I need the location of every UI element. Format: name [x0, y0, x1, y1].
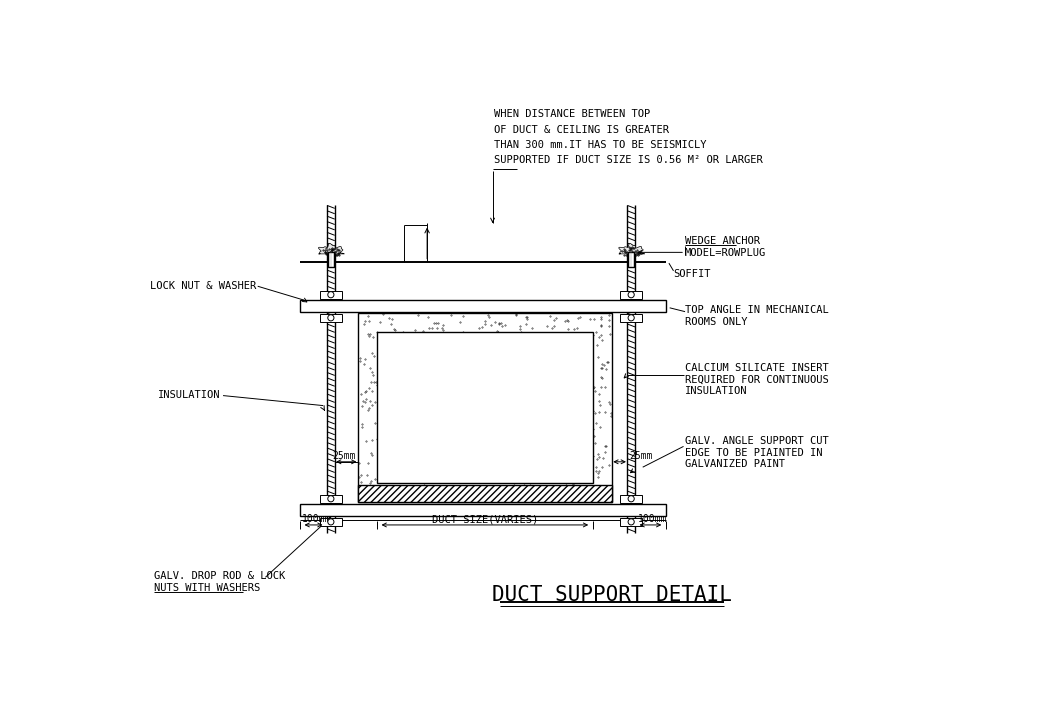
Circle shape	[328, 292, 334, 298]
Text: GALV. ANGLE SUPPORT CUT: GALV. ANGLE SUPPORT CUT	[685, 437, 829, 447]
Bar	[300, 300, 666, 313]
Text: REQUIRED FOR CONTINUOUS: REQUIRED FOR CONTINUOUS	[685, 375, 829, 385]
Text: 25mm: 25mm	[629, 451, 652, 461]
Text: INSULATION: INSULATION	[685, 386, 748, 397]
Text: OF DUCT & CEILING IS GREATER: OF DUCT & CEILING IS GREATER	[494, 125, 669, 135]
Text: WEDGE ANCHOR: WEDGE ANCHOR	[685, 236, 760, 246]
Circle shape	[328, 315, 334, 321]
Text: NUTS WITH WASHERS: NUTS WITH WASHERS	[154, 583, 260, 593]
Bar	[358, 313, 612, 502]
Bar	[320, 518, 342, 526]
Text: EDGE TO BE PIAINTED IN: EDGE TO BE PIAINTED IN	[685, 448, 823, 458]
Text: SUPPORTED IF DUCT SIZE IS 0.56 M² OR LARGER: SUPPORTED IF DUCT SIZE IS 0.56 M² OR LAR…	[494, 156, 763, 166]
Bar	[620, 291, 641, 298]
Text: LOCK NUT & WASHER: LOCK NUT & WASHER	[150, 281, 256, 291]
Bar	[320, 314, 342, 322]
Text: WHEN DISTANCE BETWEEN TOP: WHEN DISTANCE BETWEEN TOP	[494, 109, 650, 119]
Text: DUCT SIZE(VARIES): DUCT SIZE(VARIES)	[431, 514, 538, 524]
Bar	[300, 504, 666, 516]
Text: GALV. DROP ROD & LOCK: GALV. DROP ROD & LOCK	[154, 571, 285, 581]
Bar	[620, 518, 641, 526]
Bar	[620, 314, 641, 322]
Bar	[328, 252, 334, 267]
Circle shape	[328, 495, 334, 502]
Polygon shape	[319, 243, 344, 254]
Bar	[320, 495, 342, 503]
Bar	[377, 333, 593, 483]
Text: DUCT SUPPORT DETAIL: DUCT SUPPORT DETAIL	[492, 585, 732, 605]
Circle shape	[628, 519, 634, 525]
Circle shape	[328, 519, 334, 525]
Circle shape	[628, 495, 634, 502]
Text: TOP ANGLE IN MECHANICAL: TOP ANGLE IN MECHANICAL	[685, 305, 829, 315]
Text: 100mm: 100mm	[638, 514, 668, 524]
Bar	[620, 495, 641, 503]
Text: SOFFIT: SOFFIT	[673, 269, 711, 278]
Polygon shape	[619, 243, 645, 254]
Text: GALVANIZED PAINT: GALVANIZED PAINT	[685, 460, 785, 470]
Text: MODEL=ROWPLUG: MODEL=ROWPLUG	[685, 248, 766, 257]
Circle shape	[628, 292, 634, 298]
Text: THAN 300 mm.IT HAS TO BE SEISMICLY: THAN 300 mm.IT HAS TO BE SEISMICLY	[494, 140, 707, 150]
Bar	[628, 252, 634, 267]
Text: INSULATION: INSULATION	[157, 390, 220, 400]
Circle shape	[628, 315, 634, 321]
Bar	[358, 485, 612, 502]
Text: ROOMS ONLY: ROOMS ONLY	[685, 317, 748, 327]
Bar	[320, 291, 342, 298]
Text: 100mm: 100mm	[302, 514, 331, 524]
Text: 25mm: 25mm	[332, 451, 356, 461]
Text: CALCIUM SILICATE INSERT: CALCIUM SILICATE INSERT	[685, 364, 829, 374]
